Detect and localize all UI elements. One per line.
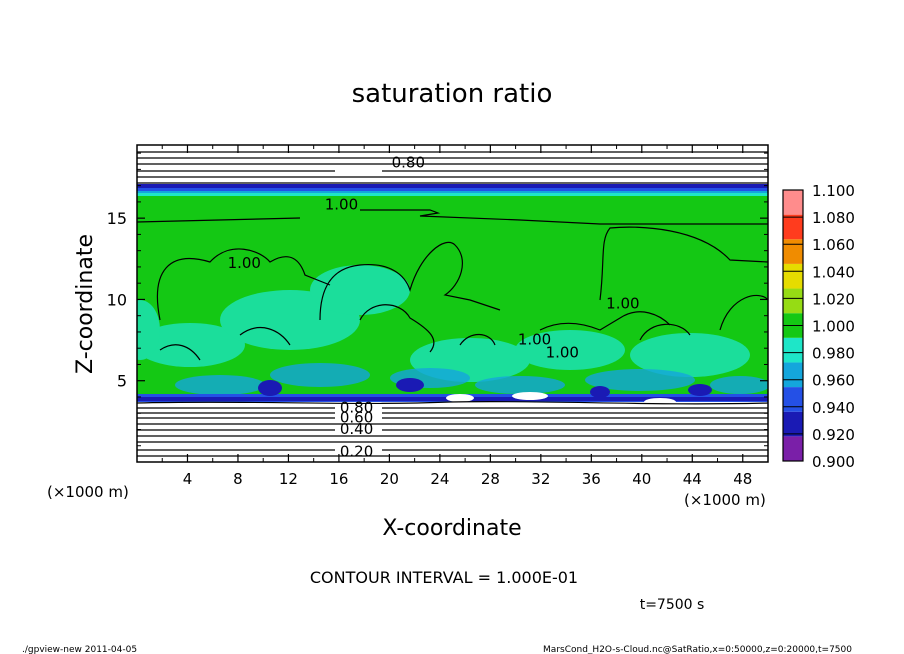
colorbar-swatch [783,263,803,289]
colorbar-label: 1.040 [812,263,855,281]
colorbar-label: 1.100 [812,182,855,200]
colorbar-label: 1.020 [812,290,855,308]
colorbar-label: 0.960 [812,372,855,390]
time-label: t=7500 s [640,597,705,613]
colorbar-swatch [783,214,803,240]
plot-area: 0.801.001.001.001.001.000.800.600.400.20 [137,145,768,462]
contours-lower [137,400,768,457]
x-axis: 4 8 12 16 20 24 28 32 36 40 44 48 [161,145,752,488]
field-top-band-cyan [137,191,768,194]
x-tick-label: 48 [733,470,752,488]
y-tick-label: 15 [107,209,127,228]
colorbar-label: 0.940 [812,399,855,417]
y-axis-title: Z-coordinate [73,234,98,374]
field-cold-blobs [258,378,712,398]
x-unit-label: (×1000 m) [684,491,766,509]
y-axis: 5 10 15 [107,152,768,447]
colorbar-label: 0.980 [812,345,855,363]
contour-label: 0.20 [340,443,373,461]
x-tick-label: 44 [683,470,702,488]
contour-label: 0.80 [392,153,425,171]
colorbar-swatch [783,337,803,363]
x-tick-label: 8 [233,470,243,488]
x-tick-label: 36 [582,470,601,488]
field-top-band-teal [137,193,768,196]
x-tick-label: 20 [380,470,399,488]
colorbar-label: 1.000 [812,318,855,336]
footer-left: ./gpview-new 2011-04-05 [22,645,137,654]
colorbar-label: 1.080 [812,209,855,227]
x-tick-label: 16 [329,470,348,488]
field-top-band-blue [137,188,768,192]
x-tick-label: 40 [632,470,651,488]
colorbar-swatch [783,239,803,264]
contour-label: 0.60 [340,408,373,426]
contour-label: 1.00 [228,254,261,272]
contour-label: 0.40 [340,420,373,438]
colorbar-swatch [783,190,803,215]
contours-upper [137,151,768,361]
contour-label: 1.00 [546,343,579,361]
x-axis-title: X-coordinate [382,516,521,541]
plot-frame [136,144,769,463]
colorbar-label: 0.920 [812,426,855,444]
x-tick-label: 32 [531,470,550,488]
contour-interval-note: CONTOUR INTERVAL = 1.000E-01 [310,568,578,587]
contour-label: 1.00 [518,330,551,348]
colorbar-swatch [783,362,803,388]
contour-label: 1.00 [606,295,639,313]
colorbar-swatch [783,436,803,461]
colorbar-label: 0.900 [812,453,855,471]
footer-right: MarsCond_H2O-s-Cloud.nc@SatRatio,x=0:500… [543,645,852,654]
contour-label: 0.80 [340,399,373,417]
colorbar-swatch [783,411,803,437]
contour-labels: 0.801.001.001.001.001.000.800.600.400.20 [228,153,640,461]
colorbar-label: 1.060 [812,236,855,254]
colorbar-swatch [783,387,803,412]
field-top-band-dark [137,184,768,189]
x-tick-label: 4 [183,470,193,488]
field-mixing-patches [137,265,750,382]
chart-title: saturation ratio [352,79,553,109]
y-tick-label: 5 [117,372,127,391]
y-tick-label: 10 [107,290,127,309]
x-tick-label: 12 [279,470,298,488]
colorbar: 0.900 0.920 0.940 0.960 0.980 1.000 1.020 1.040… [782,182,855,471]
y-unit-label: (×1000 m) [47,483,129,501]
colorbar-swatch [783,288,803,314]
contour-label: 1.00 [325,196,358,214]
x-tick-label: 28 [481,470,500,488]
x-tick-label: 24 [430,470,449,488]
